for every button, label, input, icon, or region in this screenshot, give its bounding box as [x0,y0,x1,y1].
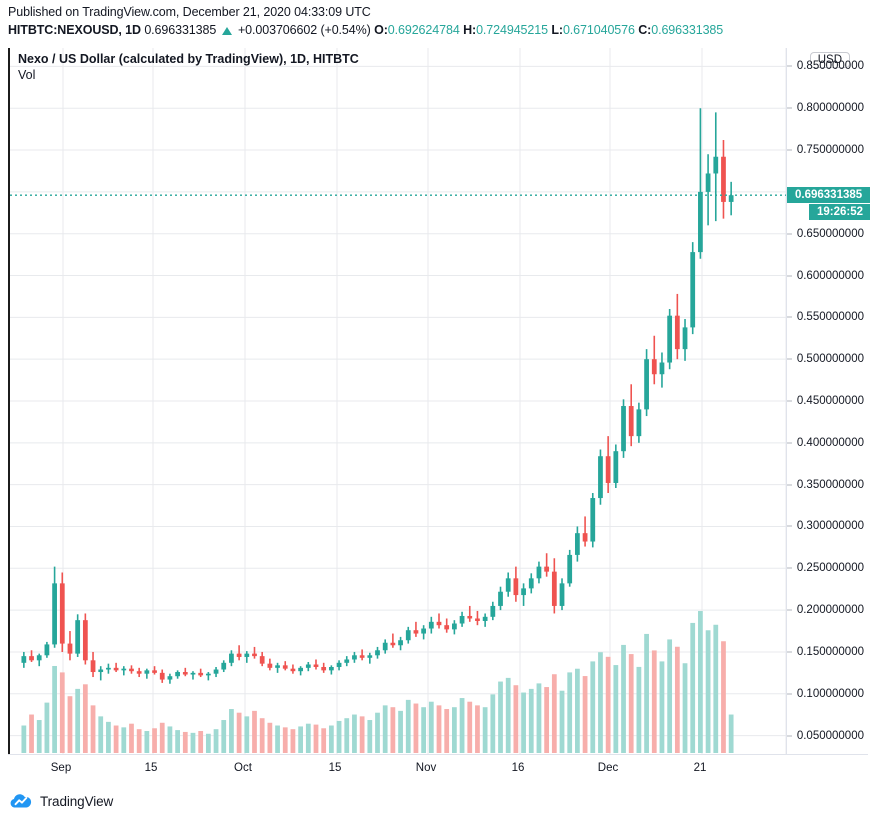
time-axis-tick: 15 [144,762,158,774]
price-axis-tick: 0.650000000 [796,227,864,240]
price-axis-tick: 0.750000000 [796,144,864,157]
price-axis-tick: 0.200000000 [796,604,864,617]
price-axis-tick-mark [787,525,792,527]
chart-header: Published on TradingView.com, December 2… [8,5,868,38]
published-line: Published on TradingView.com, December 2… [8,5,371,19]
symbol-label[interactable]: HITBTC:NEXOUSD, 1D [8,23,141,37]
change-absolute: +0.003706602 [237,23,318,37]
price-axis-tick: 0.500000000 [796,353,864,366]
brand-name: TradingView [40,793,114,809]
candlestick-svg [10,48,786,754]
time-axis-tick: Sep [50,762,72,774]
price-axis-tick: 0.100000000 [796,687,864,700]
price-axis-tick-mark [787,233,792,235]
open-value: 0.692624784 [387,23,460,37]
symbol-quote-line: HITBTC:NEXOUSD, 1D 0.696331385 +0.003706… [8,22,868,38]
currency-badge[interactable]: USD [809,52,850,68]
price-axis-tick: 0.050000000 [796,729,864,742]
price-axis-tick: 0.350000000 [796,478,864,491]
price-axis-tick-mark [787,609,792,611]
change-percent: (+0.54%) [320,23,371,37]
last-price: 0.696331385 [144,23,217,37]
price-axis-tick-mark [787,358,792,360]
price-axis-tick-mark [787,316,792,318]
low-value: 0.671040576 [562,23,635,37]
time-axis-tick: Oct [234,762,252,774]
price-axis-tick: 0.800000000 [796,102,864,115]
price-axis-tick: 0.250000000 [796,562,864,575]
price-axis-tick: 0.400000000 [796,436,864,449]
triangle-up-icon [221,27,232,35]
time-axis[interactable]: Sep 15 Oct 15 Nov 16 Dec 21 [8,754,868,782]
price-axis-tick-mark [787,275,792,277]
price-axis-tick-mark [787,484,792,486]
price-axis-tick-mark [787,651,792,653]
time-axis-tick: 16 [511,762,525,774]
open-label: O: [374,23,388,37]
footer-brand: TradingView [10,791,113,811]
price-axis-tick-mark [787,107,792,109]
price-axis[interactable]: USD 0.850000000 0.800000000 0.750000000 0.6… [786,48,870,754]
price-axis-tick-mark [787,65,792,67]
price-axis-tick: 0.850000000 [796,60,864,73]
time-axis-tick: 21 [693,762,707,774]
time-axis-tick: 15 [328,762,342,774]
close-value: 0.696331385 [651,23,724,37]
price-axis-tick: 0.150000000 [796,645,864,658]
chart-plot-area[interactable]: Nexo / US Dollar (calculated by TradingV… [10,48,786,754]
price-axis-tick-mark [787,400,792,402]
tradingview-cloud-logo-icon [10,794,32,808]
chart-frame: Nexo / US Dollar (calculated by TradingV… [8,48,870,754]
time-axis-tick: Dec [597,762,619,774]
price-axis-tick: 0.450000000 [796,395,864,407]
low-label: L: [551,23,563,37]
price-axis-tick: 0.300000000 [796,520,864,533]
price-axis-tick-mark [787,149,792,151]
time-axis-tick: Nov [415,762,437,774]
close-label: C: [638,23,652,37]
countdown-badge: 19:26:52 [809,204,870,221]
price-axis-tick-mark [787,567,792,569]
price-axis-tick: 0.600000000 [796,269,864,282]
price-axis-tick: 0.550000000 [796,311,864,324]
price-axis-tick-mark [787,442,792,444]
price-axis-tick-mark [787,693,792,695]
price-axis-tick-mark [787,735,792,737]
high-value: 0.724945215 [476,23,548,37]
current-price-badge: 0.696331385 [787,187,870,204]
high-label: H: [463,23,477,37]
